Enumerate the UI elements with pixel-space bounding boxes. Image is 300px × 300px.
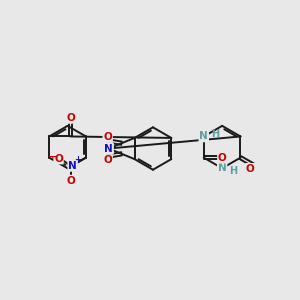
Text: N: N xyxy=(104,143,113,154)
Text: H: H xyxy=(229,166,237,176)
Text: O: O xyxy=(246,164,255,174)
Text: O: O xyxy=(218,153,227,163)
Text: N: N xyxy=(200,131,208,142)
Text: O: O xyxy=(103,155,112,165)
Text: O: O xyxy=(54,154,63,164)
Text: O: O xyxy=(66,113,75,123)
Text: O: O xyxy=(103,132,112,142)
Text: H: H xyxy=(211,128,219,139)
Text: N: N xyxy=(68,161,77,171)
Text: +: + xyxy=(74,155,81,164)
Text: O: O xyxy=(67,176,76,186)
Text: −: − xyxy=(48,152,57,162)
Text: N: N xyxy=(218,163,226,173)
